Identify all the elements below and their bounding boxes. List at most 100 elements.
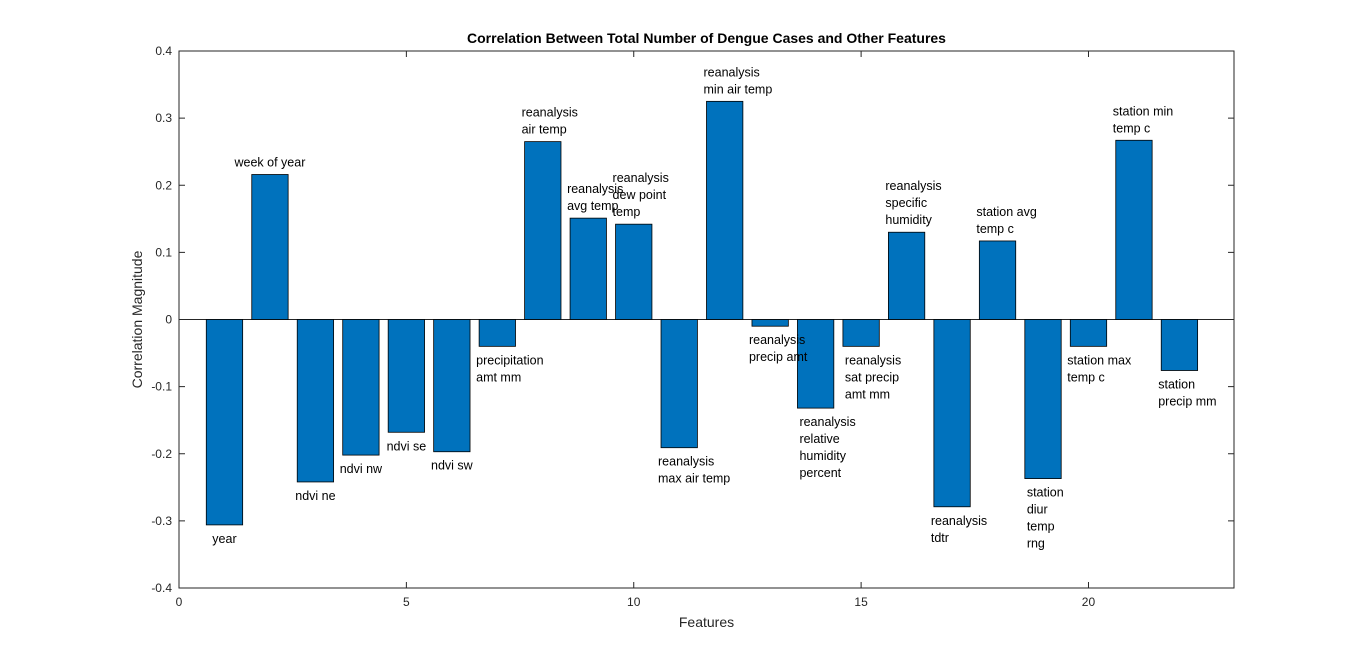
bar-label-line: min air temp [704, 82, 773, 96]
bar-label-line: air temp [522, 123, 567, 137]
bar-label-line: ndvi nw [340, 462, 383, 476]
x-tick-label: 10 [627, 595, 641, 609]
bar-label: year [212, 532, 236, 546]
bar-label-line: rng [1027, 537, 1045, 551]
y-tick-label: 0.4 [155, 44, 172, 58]
x-tick-label: 15 [854, 595, 868, 609]
bar-label: week of year [234, 156, 306, 170]
bar-label-line: reanalysis [931, 514, 987, 528]
y-tick-label: 0.1 [155, 245, 172, 259]
bar [933, 319, 971, 508]
y-tick-label: -0.2 [151, 447, 172, 461]
bar [342, 319, 380, 456]
bar-label-line: reanalysis [749, 333, 805, 347]
bar-label-line: reanalysis [799, 415, 855, 429]
bar-label-line: ndvi sw [431, 459, 474, 473]
bar-label: reanalysis specific humidity [885, 179, 941, 227]
bar-label: station avg temp c [976, 205, 1037, 236]
bar-label-line: amt mm [845, 387, 890, 401]
bar-label-line: precip mm [1158, 395, 1216, 409]
bar-label-line: amt mm [476, 370, 521, 384]
bar-label-line: humidity [799, 449, 846, 463]
bar-label-line: station [1027, 486, 1064, 500]
bar-label-line: reanalysis [845, 353, 901, 367]
bar [1115, 139, 1153, 320]
bar-label-line: ndvi ne [295, 489, 335, 503]
x-tick-label: 0 [176, 595, 183, 609]
bar-label-line: station avg [976, 205, 1037, 219]
x-tick-label: 20 [1082, 595, 1096, 609]
bars [205, 100, 1199, 526]
bar-label-line: reanalysis [567, 182, 623, 196]
bar-label: station max temp c [1067, 353, 1132, 384]
bar-label: station min temp c [1113, 104, 1173, 135]
bar-label: reanalysis dew point temp [613, 171, 669, 219]
bar [978, 240, 1017, 320]
bar-label-line: reanalysis [885, 179, 941, 193]
bar-label-line: station min [1113, 104, 1173, 118]
plot-area-frame [178, 50, 1235, 589]
bar [1069, 319, 1108, 347]
bar [887, 231, 926, 320]
bar-label: ndvi nw [340, 462, 383, 476]
bar-label-line: reanalysis [522, 106, 578, 120]
bar [387, 319, 425, 433]
bar-label: reanalysis precip amt [749, 333, 808, 364]
bar-label: reanalysis sat precip amt mm [845, 353, 901, 401]
bar-label-line: humidity [885, 213, 932, 227]
bar-label-line: percent [799, 466, 841, 480]
bar-label: precipitation amt mm [476, 353, 543, 384]
bar [615, 223, 653, 320]
bar-label-line: relative [799, 432, 839, 446]
y-tick-label: 0.2 [155, 178, 172, 192]
y-tick-label: 0.3 [155, 111, 172, 125]
y-tick-label: -0.3 [151, 514, 172, 528]
axis-ticks: -0.4 -0.3 -0.2 -0.1 0 0.1 0.2 0.3 0.4 0 5 10 15 20 [151, 44, 1234, 609]
y-tick-label: -0.1 [151, 380, 172, 394]
bar-label-line: tdtr [931, 531, 949, 545]
bar-label: ndvi ne [295, 489, 335, 503]
bar-label: reanalysis relative humidity percent [799, 415, 855, 480]
y-axis-title: Correlation Magnitude [129, 250, 145, 388]
bar-label-line: temp c [1113, 121, 1151, 135]
bar [797, 319, 835, 409]
bar-label: reanalysis max air temp [658, 455, 730, 486]
bar-label-line: specific [885, 196, 927, 210]
bar-label-line: temp c [976, 222, 1014, 236]
bar-label: station diur temp rng [1027, 486, 1064, 551]
bar [842, 319, 880, 347]
bar [1160, 319, 1199, 371]
bar-label-line: diur [1027, 503, 1048, 517]
bar-label-line: temp [1027, 520, 1055, 534]
bar [433, 319, 471, 453]
bar-label-line: ndvi se [387, 439, 427, 453]
bar-label-line: reanalysis [704, 65, 760, 79]
bar-label-line: avg temp [567, 199, 618, 213]
bar-label-line: reanalysis [613, 171, 669, 185]
bar-label-line: temp c [1067, 370, 1105, 384]
bar-label: ndvi sw [431, 459, 474, 473]
bar-label-line: year [212, 532, 236, 546]
bar-label: reanalysis min air temp [704, 65, 773, 96]
bar [478, 319, 516, 347]
bar-label-line: reanalysis [658, 455, 714, 469]
bar [251, 174, 289, 320]
bar [706, 100, 744, 320]
chart-title: Correlation Between Total Number of Deng… [467, 30, 946, 46]
bar-label: reanalysis avg temp [567, 182, 623, 213]
bar [296, 319, 335, 483]
x-axis-title: Features [679, 614, 734, 630]
bar-label: reanalysis tdtr [931, 514, 987, 545]
bar-label-line: week of year [234, 156, 306, 170]
bar [205, 319, 244, 526]
x-tick-label: 5 [403, 595, 410, 609]
bar-label-line: max air temp [658, 472, 730, 486]
bar [751, 319, 789, 327]
bar-label-line: sat precip [845, 370, 899, 384]
y-tick-label: -0.4 [151, 581, 172, 595]
bar-label: reanalysis air temp [522, 106, 578, 137]
bar-label-line: temp [613, 205, 641, 219]
bar-label-line: precip amt [749, 350, 808, 364]
bar-label-line: station [1158, 378, 1195, 392]
bar-label: station precip mm [1158, 378, 1216, 409]
